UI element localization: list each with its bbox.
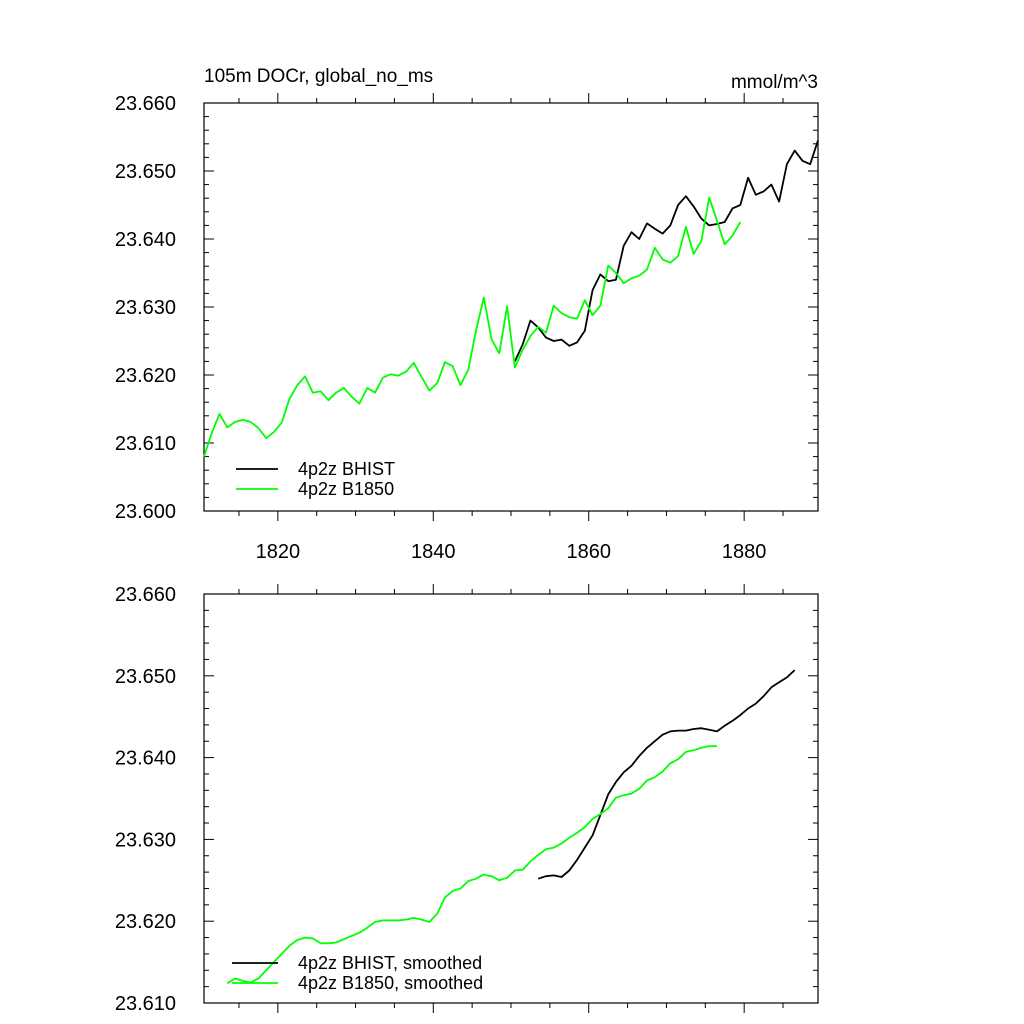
y-tick-label: 23.660	[115, 584, 176, 606]
chart-title: 105m DOCr, global_no_ms	[204, 66, 433, 87]
x-tick-label: 1880	[722, 541, 767, 563]
y-tick-label: 23.610	[115, 433, 176, 455]
legend-label: 4p2z B1850, smoothed	[298, 973, 483, 993]
y-tick-label: 23.650	[115, 161, 176, 183]
y-tick-label: 23.630	[115, 829, 176, 851]
y-tick-label: 23.620	[115, 911, 176, 933]
bottom-panel: 23.610 23.620 23.630 23.640 23.650 23.660 4p2z…	[115, 584, 819, 1015]
plot-frame	[203, 102, 819, 512]
series-line-bhist	[537, 669, 796, 880]
y-tick-label: 23.600	[115, 501, 176, 523]
series-line-b1850	[203, 196, 742, 457]
y-tick-label: 23.640	[115, 748, 176, 770]
y-tick-label: 23.660	[115, 93, 176, 115]
legend-label: 4p2z BHIST	[298, 459, 395, 479]
series-line-bhist	[514, 140, 819, 362]
y-tick-label: 23.640	[115, 229, 176, 251]
legend-label: 4p2z BHIST, smoothed	[298, 953, 482, 973]
series-line-b1850	[226, 745, 717, 985]
y-tick-label: 23.620	[115, 365, 176, 387]
units-label: mmol/m^3	[731, 72, 818, 93]
x-tick-label: 1840	[411, 541, 456, 563]
top-panel: 105m DOCr, global_no_ms mmol/m^3 23.600 2…	[115, 66, 819, 563]
y-tick-label: 23.610	[115, 993, 176, 1015]
y-tick-label: 23.650	[115, 666, 176, 688]
y-tick-label: 23.630	[115, 297, 176, 319]
x-tick-label: 1860	[566, 541, 611, 563]
x-tick-label: 1820	[256, 541, 301, 563]
legend-label: 4p2z B1850	[298, 479, 394, 499]
